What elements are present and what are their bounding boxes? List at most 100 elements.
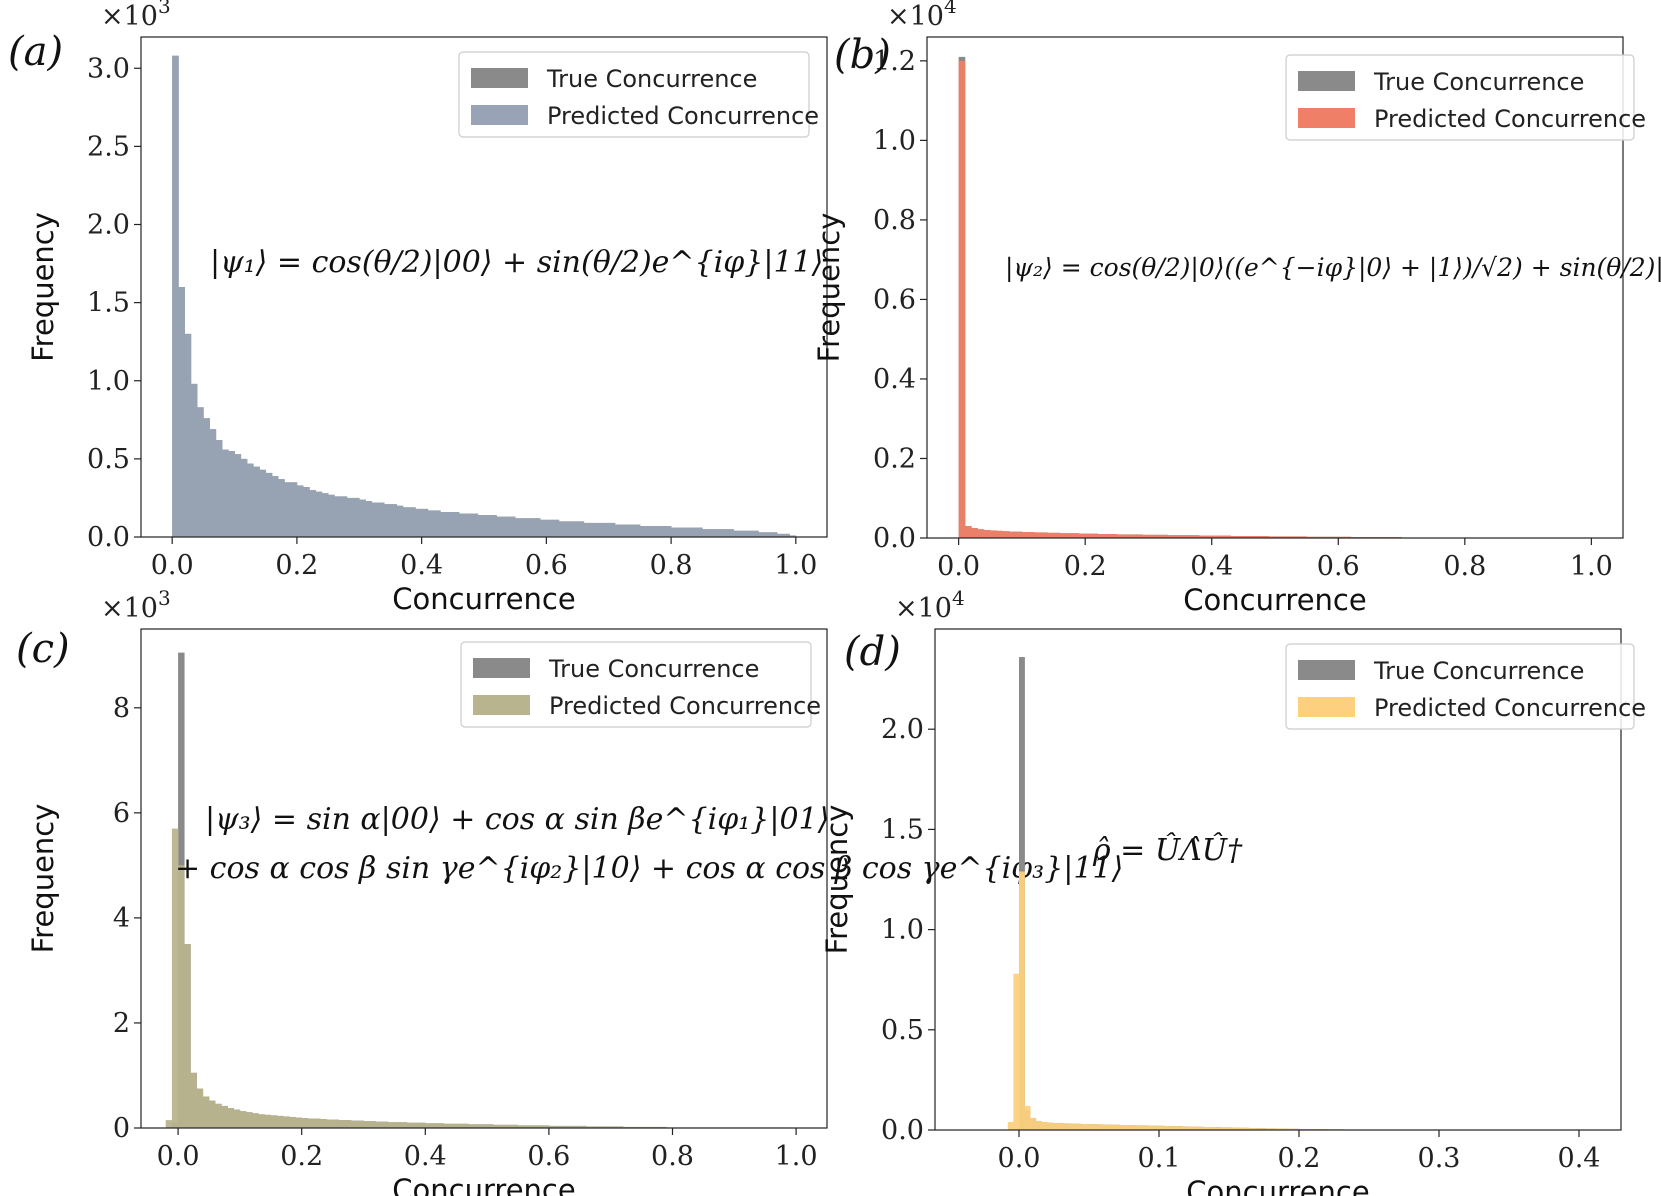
histogram-bar: [290, 482, 298, 537]
x-tick-label: 0.2: [280, 1141, 323, 1172]
x-tick-label: 0.3: [1418, 1143, 1461, 1174]
histogram-bar: [459, 513, 466, 537]
histogram-bar: [468, 1124, 476, 1128]
histogram-bar: [307, 1118, 315, 1128]
axis-multiplier: ×104: [895, 586, 965, 624]
histogram-bar: [1192, 1126, 1199, 1130]
histogram-bar: [215, 1103, 222, 1128]
multiplier-exponent: 3: [158, 0, 171, 18]
histogram-bar: [1034, 532, 1042, 538]
y-tick-label: 0.8: [873, 205, 916, 236]
panel-label: (b): [834, 32, 891, 78]
histogram-bar: [400, 1122, 408, 1128]
histogram-bar: [259, 469, 267, 537]
histogram-bar: [443, 1123, 451, 1128]
histogram-bar: [165, 1120, 173, 1128]
histogram-bar: [789, 535, 797, 537]
histogram-bar: [1167, 535, 1175, 538]
histogram-bar: [394, 1122, 401, 1128]
histogram-bar: [184, 944, 191, 1128]
y-tick-label: 1.5: [881, 814, 924, 845]
x-tick-label: 0.0: [998, 1143, 1041, 1174]
y-tick-label: 0.6: [873, 284, 916, 315]
histogram-bar: [390, 504, 397, 537]
histogram-bar: [328, 494, 335, 537]
histogram-bar: [1009, 531, 1016, 538]
x-tick-label: 0.6: [1317, 551, 1360, 582]
histogram-bar: [1091, 1124, 1098, 1130]
histogram-bar: [344, 1120, 352, 1128]
histogram-bar: [178, 865, 185, 1128]
histogram-bar: [527, 518, 535, 537]
histogram-bar: [1013, 973, 1020, 1130]
x-axis-label: Concurrence: [392, 1173, 575, 1196]
legend-label: True Concurrence: [546, 65, 757, 93]
multiplier-base: ×10: [895, 593, 952, 624]
x-tick-label: 0.8: [651, 1141, 694, 1172]
histogram-bar: [1041, 1121, 1048, 1130]
histogram-bar: [239, 1111, 247, 1128]
legend-label: Predicted Concurrence: [549, 692, 821, 720]
histogram-bar: [1058, 1123, 1065, 1130]
histogram-bar: [258, 1114, 265, 1128]
histogram-bar: [1024, 1105, 1031, 1130]
y-tick-label: 8: [113, 693, 130, 724]
multiplier-exponent: 3: [158, 586, 171, 610]
histogram-bar: [1259, 1128, 1266, 1130]
histogram-bar: [382, 1121, 389, 1128]
chart-panel-b: 0.0 0.2 0.4 0.6 0.8 1.0 0.0 0.2 0.4 0.6 0.8 1.0 1.2 C…: [812, 0, 1661, 617]
histogram-bar: [627, 524, 634, 537]
x-tick-label: 0.0: [937, 551, 980, 582]
x-axis-label: Concurrence: [392, 582, 575, 616]
histogram-bar: [536, 1125, 544, 1128]
histogram-bar: [427, 510, 435, 537]
histogram-bar: [1271, 1128, 1277, 1130]
histogram-bar: [1135, 534, 1143, 538]
histogram-bar: [1080, 1123, 1087, 1130]
histogram-bar: [264, 1114, 272, 1128]
histogram-bar: [990, 530, 997, 538]
histogram-bar: [558, 521, 566, 538]
multiplier-exponent: 4: [952, 586, 965, 610]
x-tick-label: 1.0: [1570, 551, 1613, 582]
x-tick-label: 0.4: [404, 1141, 447, 1172]
histogram-bar: [652, 526, 659, 537]
legend: True Concurrence Predicted Concurrence: [1285, 643, 1646, 730]
y-tick-label: 0.4: [873, 364, 916, 395]
histogram-bar: [1085, 533, 1092, 538]
histogram-bar: [1220, 1127, 1227, 1130]
histogram-bar: [621, 524, 628, 537]
histogram-bar: [1072, 533, 1080, 538]
formula-annotation: + cos α cos β sin γe^{iφ₂}|10⟩ + cos α c…: [175, 851, 1123, 886]
histogram-bar: [521, 518, 528, 537]
histogram-bar: [1052, 1122, 1059, 1130]
histogram-bar: [1173, 535, 1181, 538]
histogram-bar: [1110, 534, 1118, 538]
legend-swatch: [1298, 71, 1355, 91]
histogram-bar: [702, 529, 709, 537]
histogram-bar: [1237, 536, 1244, 538]
histogram-bar: [1175, 1126, 1182, 1130]
histogram-bar: [1116, 534, 1124, 538]
formula-annotation: |ψ₂⟩ = cos(θ/2)|0⟩((e^{−iφ}|0⟩ + |1⟩)/√2…: [1005, 253, 1661, 283]
histogram-bar: [1275, 536, 1282, 538]
histogram-bar: [1047, 1122, 1053, 1130]
histogram-bar: [446, 512, 454, 537]
histogram-bar: [474, 1124, 482, 1128]
y-tick-label: 6: [113, 798, 130, 829]
axis-multiplier: ×103: [101, 586, 171, 624]
histogram-bar: [203, 418, 210, 537]
histogram-bar: [1136, 1125, 1143, 1130]
histogram-bar: [598, 1126, 605, 1128]
histogram-bar: [369, 1121, 377, 1128]
x-tick-label: 0.6: [527, 1141, 570, 1172]
histogram-bar: [278, 479, 285, 537]
histogram-bar: [1114, 1124, 1121, 1130]
histogram-bar: [1007, 1121, 1014, 1130]
histogram-bar: [1078, 533, 1086, 538]
histogram-bar: [524, 1125, 531, 1128]
histogram-bar: [452, 512, 460, 537]
histogram-bar: [571, 521, 578, 538]
histogram-bar: [639, 526, 647, 537]
